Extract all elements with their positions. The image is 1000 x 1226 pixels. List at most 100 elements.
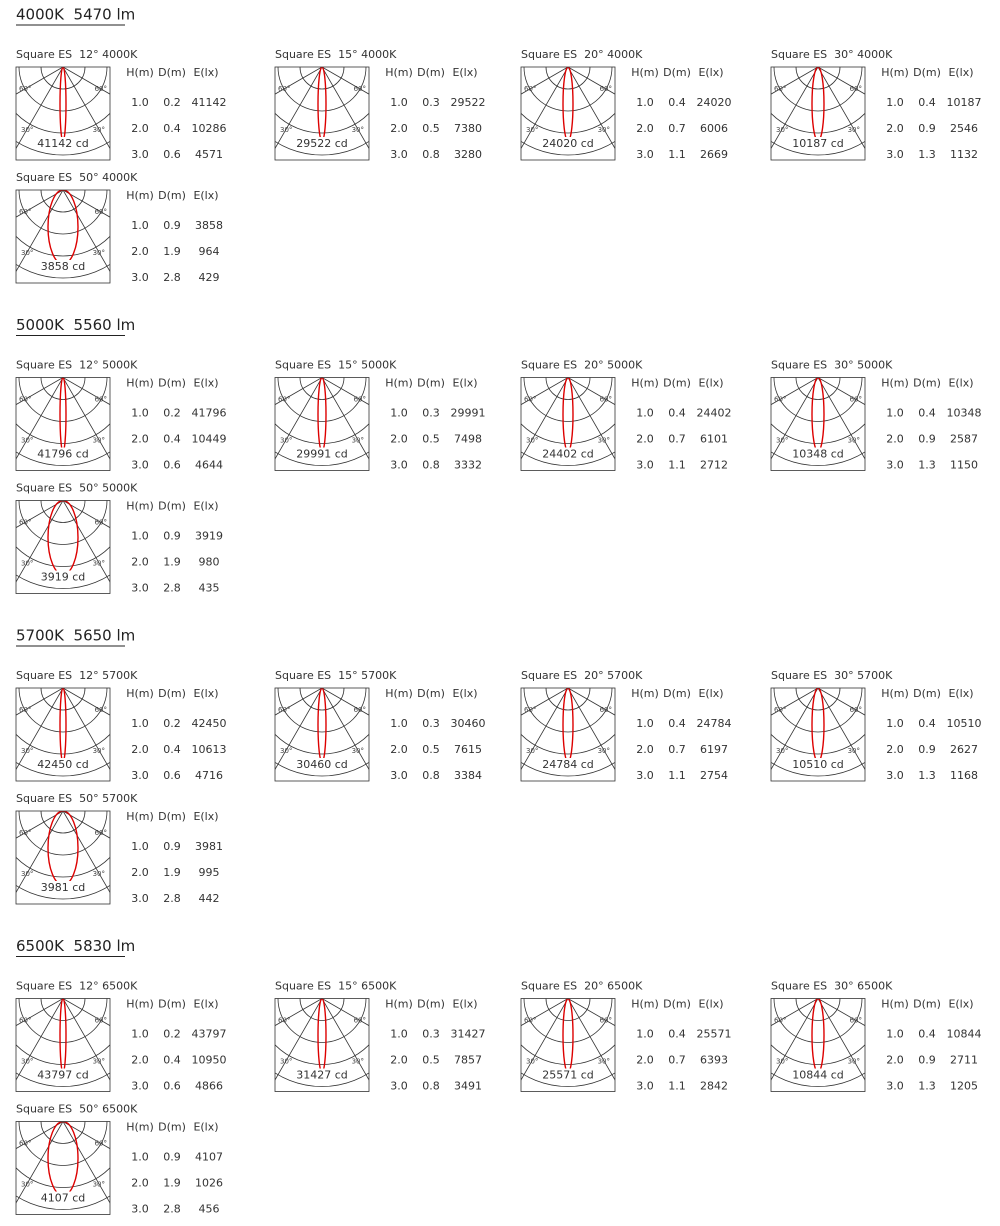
angle-label: 60° (95, 519, 107, 527)
table-header: H(m) (126, 998, 154, 1011)
polar-arc (771, 112, 865, 134)
diagram-title: Square ES 30° 5000K (771, 359, 893, 372)
polar-ray (275, 688, 323, 771)
table-cell: 10950 (192, 1054, 227, 1067)
table-cell: 3280 (454, 148, 482, 161)
polar-arc (277, 998, 367, 1043)
table-cell: 10449 (192, 433, 227, 446)
angle-label: 60° (850, 396, 862, 404)
polar-arc (773, 377, 863, 422)
polar-arc (773, 67, 863, 112)
table-cell: 0.2 (163, 1028, 181, 1041)
table-cell: 3.0 (636, 148, 654, 161)
polar-arc (16, 1072, 110, 1087)
angle-label: 60° (774, 706, 786, 714)
polar-arc (18, 377, 108, 422)
label-bg (297, 758, 347, 771)
polar-arc (795, 377, 841, 400)
table-cell: 2627 (950, 743, 978, 756)
table-cell: 0.3 (422, 717, 440, 730)
label-bg (38, 260, 88, 273)
angle-label: 60° (600, 85, 612, 93)
polar-arc (523, 998, 613, 1043)
polar-ray (321, 67, 369, 95)
peak-label: 3858 cd (41, 260, 86, 273)
polar-ray (62, 1121, 110, 1204)
table-cell: 2.8 (163, 1203, 181, 1216)
polar-ray (817, 998, 865, 1027)
beam (59, 67, 67, 142)
angle-label: 30° (848, 747, 860, 755)
polar-ray (16, 500, 64, 529)
table-cell: 3919 (195, 530, 223, 543)
polar-ray (771, 688, 819, 771)
table-cell: 0.9 (918, 433, 936, 446)
polar-ray (817, 67, 865, 150)
diagram-title: Square ES 12° 6500K (16, 980, 138, 993)
table-cell: 4571 (195, 148, 223, 161)
angle-label: 60° (524, 1017, 536, 1025)
angle-label: 60° (95, 208, 107, 216)
beam (47, 190, 79, 265)
table-cell: 0.3 (422, 407, 440, 420)
angle-label: 30° (598, 747, 610, 755)
angle-label: 30° (21, 1058, 33, 1066)
angle-label: 60° (524, 706, 536, 714)
table-header: H(m) (385, 687, 413, 700)
table-cell: 2.8 (163, 892, 181, 905)
angle-label: 60° (774, 396, 786, 404)
diagram-frame (15, 810, 111, 905)
polar-ray (62, 811, 110, 839)
polar-arc (795, 688, 841, 711)
polar-ray (62, 377, 110, 406)
table-cell: 10348 (947, 407, 982, 420)
table-header: E(lx) (193, 189, 218, 202)
polar-arc (16, 451, 110, 466)
diagram-title: Square ES 50° 5000K (16, 482, 138, 495)
angle-label: 30° (526, 1058, 538, 1066)
table-header: H(m) (126, 66, 154, 79)
angle-label: 60° (774, 85, 786, 93)
table-cell: 2842 (700, 1080, 728, 1093)
table-cell: 29522 (451, 96, 486, 109)
table-header: D(m) (158, 998, 186, 1011)
table-cell: 1.3 (918, 148, 936, 161)
table-cell: 2.8 (163, 271, 181, 284)
table-header: D(m) (158, 1121, 186, 1134)
angle-label: 30° (93, 437, 105, 445)
table-cell: 1.1 (668, 769, 686, 782)
beam (59, 998, 67, 1074)
table-cell: 1132 (950, 148, 978, 161)
table-cell: 0.3 (422, 1028, 440, 1041)
diagram-frame (15, 500, 111, 594)
table-cell: 2.0 (131, 1177, 149, 1190)
polar-arc (16, 1167, 110, 1188)
angle-label: 30° (848, 126, 860, 134)
diagram-frame (15, 998, 111, 1092)
angle-label: 30° (93, 560, 105, 568)
angle-label: 30° (352, 437, 364, 445)
table-cell: 0.9 (918, 1054, 936, 1067)
angle-label: 30° (93, 1181, 105, 1189)
table-cell: 1.0 (131, 717, 149, 730)
polar-ray (275, 688, 323, 716)
polar-arc (277, 67, 367, 112)
table-cell: 1.0 (131, 407, 149, 420)
table-cell: 1.0 (131, 219, 149, 232)
table-cell: 1.0 (390, 717, 408, 730)
label-bg (543, 758, 593, 771)
polar-ray (771, 998, 819, 1081)
polar-arc (771, 451, 865, 466)
beam (47, 500, 79, 576)
diagram-frame (770, 998, 866, 1092)
table-cell: 10187 (947, 96, 982, 109)
table-header: D(m) (417, 377, 445, 390)
polar-ray (521, 67, 569, 150)
table-header: H(m) (126, 377, 154, 390)
beam (811, 688, 825, 763)
table-cell: 43797 (192, 1028, 227, 1041)
polar-ray (16, 377, 64, 460)
diagram-frame (15, 1121, 111, 1215)
table-header: H(m) (126, 810, 154, 823)
table-cell: 1.0 (886, 407, 904, 420)
